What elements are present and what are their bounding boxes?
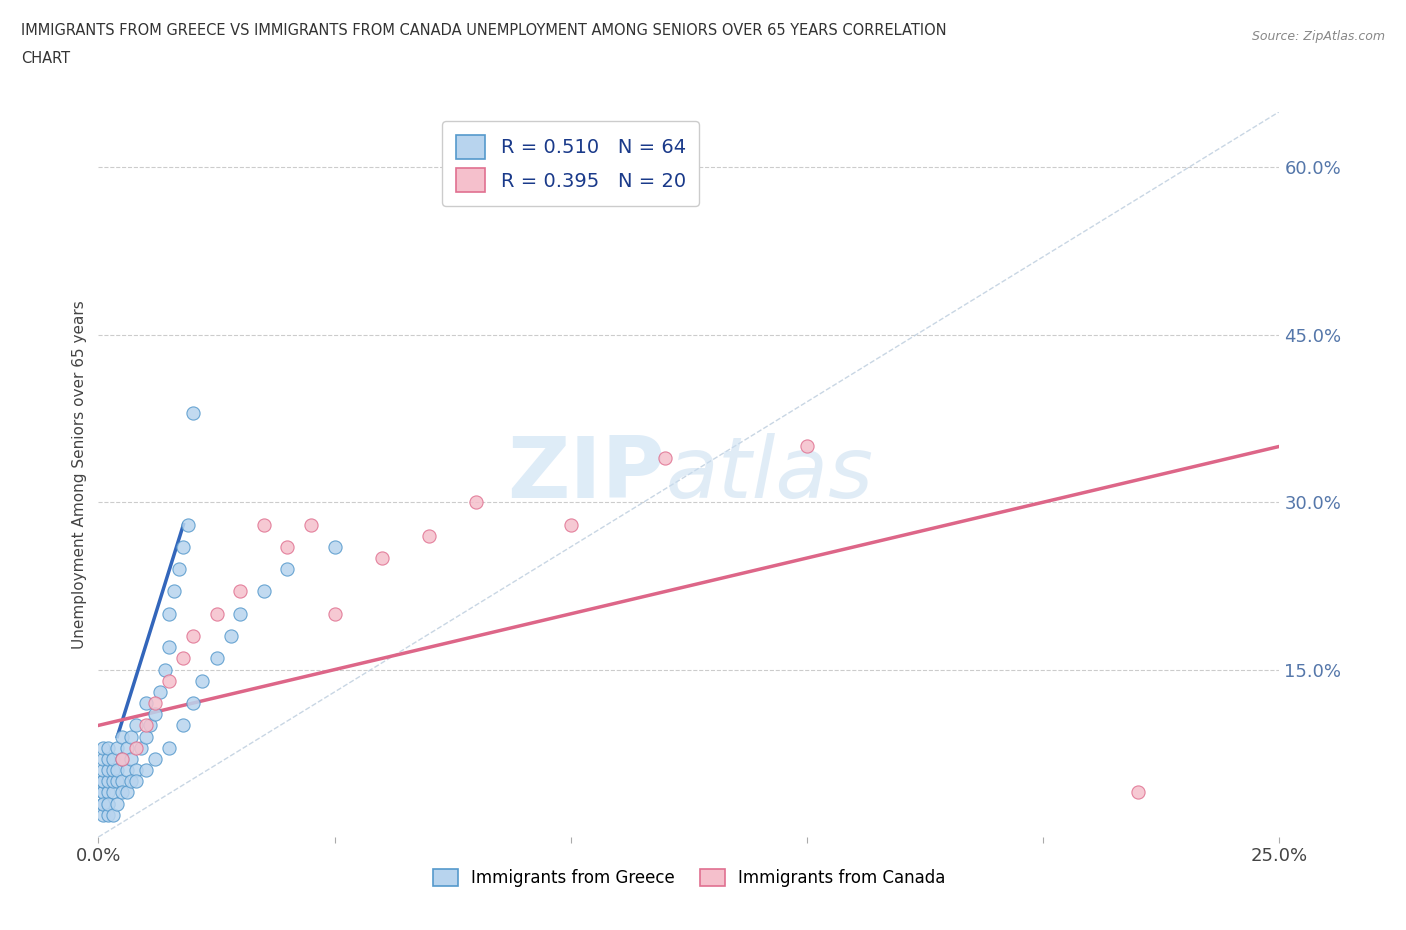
Text: IMMIGRANTS FROM GREECE VS IMMIGRANTS FROM CANADA UNEMPLOYMENT AMONG SENIORS OVER: IMMIGRANTS FROM GREECE VS IMMIGRANTS FRO… — [21, 23, 946, 38]
Point — [654, 450, 676, 465]
Point — [153, 662, 176, 677]
Point — [121, 774, 143, 789]
Point — [97, 796, 120, 811]
Point — [91, 763, 114, 777]
Text: ZIP: ZIP — [508, 432, 665, 516]
Point — [219, 629, 242, 644]
Point — [205, 651, 228, 666]
Point — [105, 763, 128, 777]
Text: CHART: CHART — [21, 51, 70, 66]
Point — [157, 673, 180, 688]
Text: Source: ZipAtlas.com: Source: ZipAtlas.com — [1251, 30, 1385, 43]
Point — [371, 551, 394, 565]
Point — [205, 606, 228, 621]
Point — [121, 729, 143, 744]
Point — [101, 751, 124, 766]
Point — [135, 729, 157, 744]
Point — [105, 774, 128, 789]
Point — [465, 495, 488, 510]
Y-axis label: Unemployment Among Seniors over 65 years: Unemployment Among Seniors over 65 years — [72, 300, 87, 649]
Point — [135, 718, 157, 733]
Point — [177, 517, 200, 532]
Point — [121, 751, 143, 766]
Point — [91, 796, 114, 811]
Point — [143, 751, 166, 766]
Point — [560, 517, 582, 532]
Point — [149, 684, 172, 699]
Point — [172, 651, 194, 666]
Point — [157, 740, 180, 755]
Point — [143, 707, 166, 722]
Point — [125, 763, 148, 777]
Point — [91, 785, 114, 800]
Point — [229, 606, 252, 621]
Point — [276, 539, 298, 554]
Point — [97, 807, 120, 822]
Point — [172, 718, 194, 733]
Point — [101, 774, 124, 789]
Point — [191, 673, 214, 688]
Point — [115, 763, 138, 777]
Point — [111, 751, 134, 766]
Point — [323, 606, 346, 621]
Point — [91, 751, 114, 766]
Point — [125, 718, 148, 733]
Point — [125, 740, 148, 755]
Point — [139, 718, 162, 733]
Point — [163, 584, 186, 599]
Point — [105, 796, 128, 811]
Point — [181, 629, 204, 644]
Point — [101, 785, 124, 800]
Point — [111, 774, 134, 789]
Point — [105, 740, 128, 755]
Point — [111, 729, 134, 744]
Point — [125, 774, 148, 789]
Point — [115, 740, 138, 755]
Point — [229, 584, 252, 599]
Point — [796, 439, 818, 454]
Point — [181, 405, 204, 420]
Point — [418, 528, 440, 543]
Point — [143, 696, 166, 711]
Point — [167, 562, 190, 577]
Point — [157, 606, 180, 621]
Legend: Immigrants from Greece, Immigrants from Canada: Immigrants from Greece, Immigrants from … — [426, 862, 952, 894]
Point — [276, 562, 298, 577]
Point — [91, 807, 114, 822]
Point — [91, 785, 114, 800]
Point — [91, 740, 114, 755]
Point — [111, 751, 134, 766]
Point — [299, 517, 322, 532]
Point — [97, 785, 120, 800]
Point — [129, 740, 152, 755]
Point — [135, 696, 157, 711]
Point — [1126, 785, 1149, 800]
Point — [181, 696, 204, 711]
Point — [97, 763, 120, 777]
Point — [101, 763, 124, 777]
Point — [172, 539, 194, 554]
Point — [101, 807, 124, 822]
Point — [157, 640, 180, 655]
Point — [97, 751, 120, 766]
Point — [91, 796, 114, 811]
Point — [97, 796, 120, 811]
Point — [111, 785, 134, 800]
Point — [115, 785, 138, 800]
Point — [97, 774, 120, 789]
Point — [253, 584, 276, 599]
Point — [253, 517, 276, 532]
Point — [135, 763, 157, 777]
Point — [97, 740, 120, 755]
Text: atlas: atlas — [665, 432, 873, 516]
Point — [323, 539, 346, 554]
Point — [91, 774, 114, 789]
Point — [91, 774, 114, 789]
